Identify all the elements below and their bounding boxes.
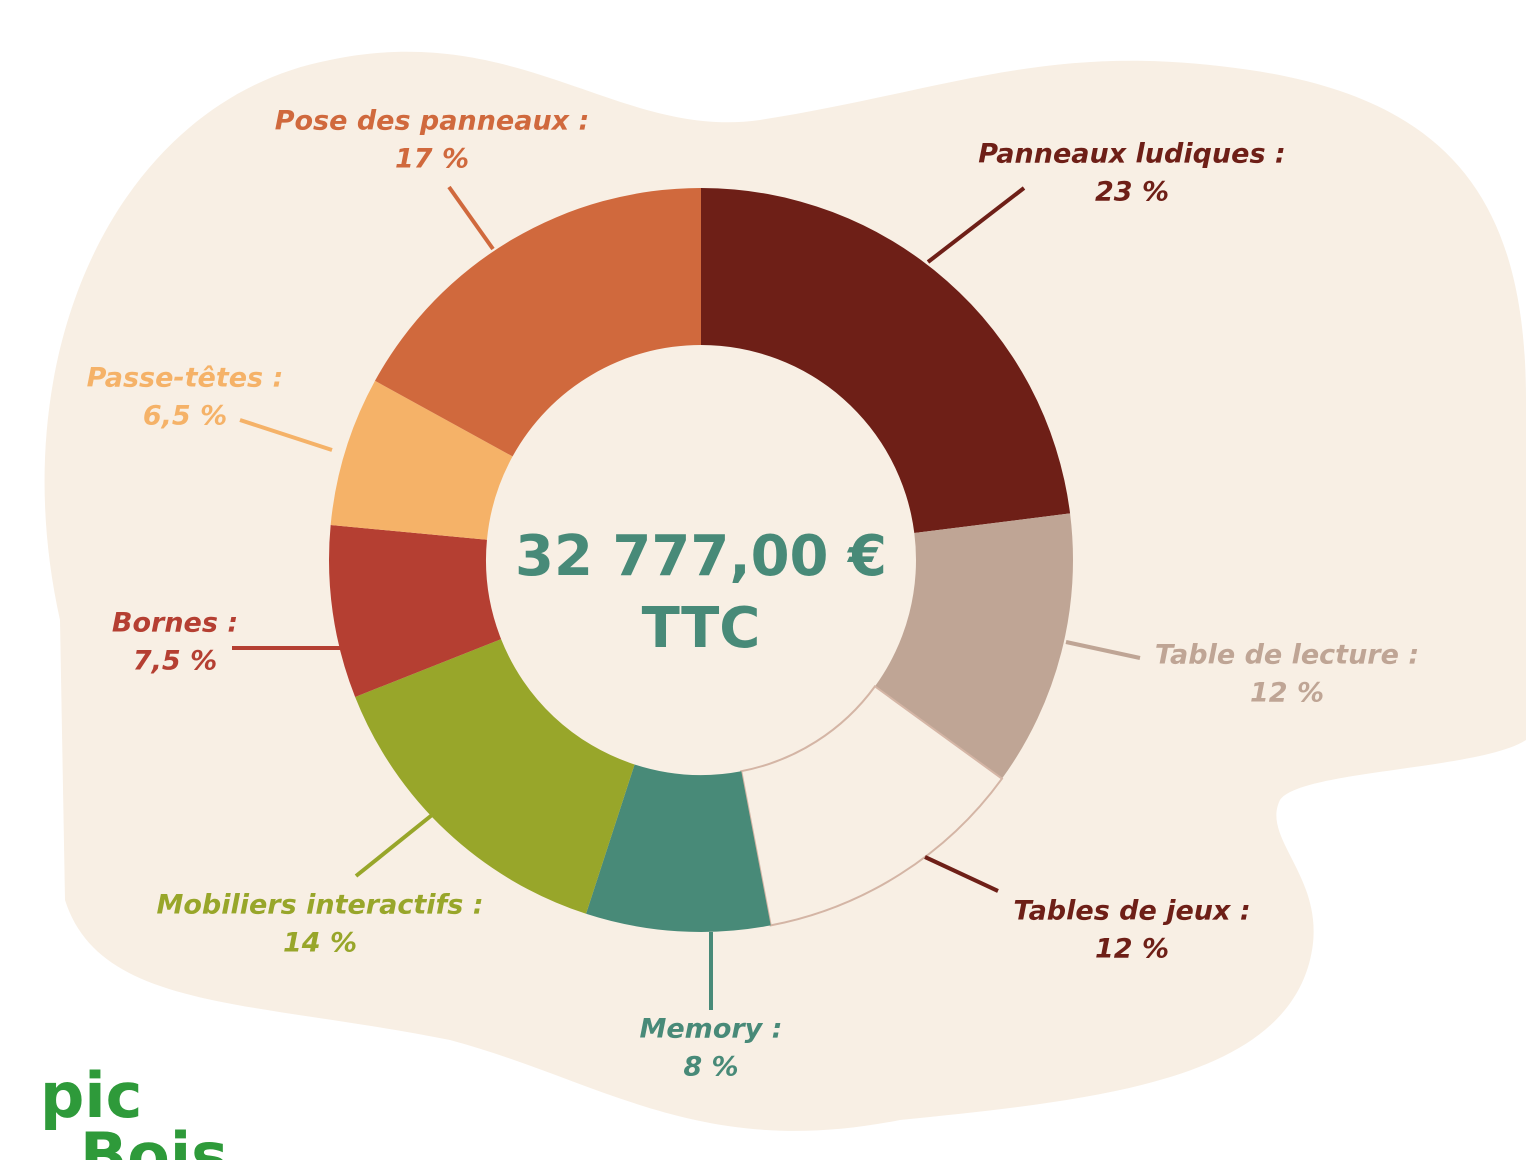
leader-line xyxy=(239,418,333,452)
leader-line xyxy=(924,855,999,893)
slice-label: Passe-têtes : xyxy=(87,363,284,394)
donut-slice xyxy=(329,524,502,697)
leader-line xyxy=(354,813,434,878)
leader-line xyxy=(926,186,1026,264)
center-tax: TTC xyxy=(642,596,761,661)
logo-line-1: pic xyxy=(40,1059,142,1132)
donut-slice xyxy=(330,380,513,540)
slice-label: Tables de jeux : xyxy=(1013,896,1250,927)
donut-slice xyxy=(740,684,1004,927)
slice-value: 12 % xyxy=(1095,934,1169,965)
leader-line xyxy=(447,185,495,251)
slice-label: Pose des panneaux : xyxy=(275,106,590,137)
slice-value: 23 % xyxy=(1095,177,1169,208)
donut-slice xyxy=(874,513,1073,779)
background-blob xyxy=(44,51,1526,1131)
slice-label: Memory : xyxy=(640,1014,783,1045)
donut-slice xyxy=(355,639,635,914)
donut-slice xyxy=(586,764,771,932)
slice-value: 12 % xyxy=(1250,678,1324,709)
slice-value: 8 % xyxy=(683,1052,738,1083)
center-total: 32 777,00 € xyxy=(515,524,887,589)
donut-slice xyxy=(701,188,1071,534)
slice-value: 14 % xyxy=(283,928,357,959)
slice-value: 6,5 % xyxy=(143,401,227,432)
donut-slice xyxy=(375,188,701,457)
slice-label: Panneaux ludiques : xyxy=(978,139,1285,170)
slice-label: Mobiliers interactifs : xyxy=(156,890,483,921)
leader-line xyxy=(1065,640,1141,660)
logo-line-2: Bois xyxy=(80,1119,228,1160)
donut xyxy=(329,188,1073,932)
slice-label: Table de lecture : xyxy=(1155,640,1419,671)
slice-value: 7,5 % xyxy=(133,646,217,677)
slice-label: Bornes : xyxy=(112,608,238,639)
slice-value: 17 % xyxy=(395,144,469,175)
